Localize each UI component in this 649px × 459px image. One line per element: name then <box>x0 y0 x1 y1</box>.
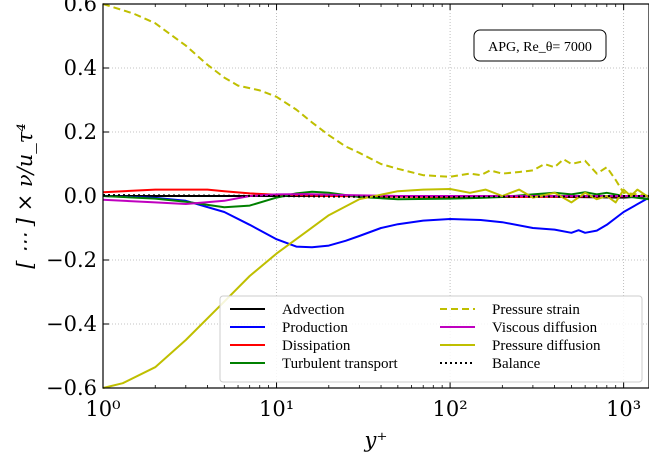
legend-frame <box>219 295 643 383</box>
legend-label: Turbulent transport <box>282 356 399 372</box>
y-tick-label: 0.4 <box>64 56 97 80</box>
y-tick-label: −0.6 <box>46 376 97 400</box>
x-tick-label: 10⁰ <box>85 397 120 421</box>
y-tick-label: 0.6 <box>64 0 97 16</box>
x-tick-label: 10¹ <box>259 397 294 421</box>
x-tick-label: 10³ <box>606 397 641 421</box>
y-axis-label: [ ⋯ ] × ν/u_τ⁴ <box>13 123 37 269</box>
series-line-turbulent-transport <box>102 190 649 209</box>
x-axis-label: y⁺ <box>364 428 388 452</box>
tick-labels: 10⁰ 10¹ 10² 10³ −0.6 −0.4 −0.2 0.0 0.2 0.4 0.6 <box>46 0 641 421</box>
legend-label: Balance <box>492 356 541 372</box>
series-line-balance <box>102 194 649 198</box>
annotation-frame <box>473 29 607 62</box>
y-tick-label: 0.2 <box>64 120 97 144</box>
annotation-text: APG, Re_θ= 7000 <box>488 40 592 55</box>
legend-label: Viscous diffusion <box>492 320 598 336</box>
x-tick-label: 10² <box>433 397 468 421</box>
series-line-production <box>102 195 649 249</box>
series-line-pressure-strain <box>102 3 649 197</box>
annotation-box: APG, Re_θ= 7000 <box>473 29 607 62</box>
axis-ticks <box>102 3 625 389</box>
series-line-pressure-diffusion <box>102 188 649 389</box>
legend-label: Production <box>282 320 348 336</box>
legend: Advection Production Dissipation Turbulent … <box>219 295 643 383</box>
data-series <box>102 3 649 389</box>
legend-label: Advection <box>282 302 345 318</box>
y-tick-label: 0.0 <box>64 184 97 208</box>
y-tick-label: −0.4 <box>46 312 97 336</box>
legend-label: Dissipation <box>282 338 351 354</box>
y-tick-label: −0.2 <box>46 248 97 272</box>
legend-label: Pressure strain <box>492 302 580 318</box>
legend-label: Pressure diffusion <box>492 338 601 354</box>
